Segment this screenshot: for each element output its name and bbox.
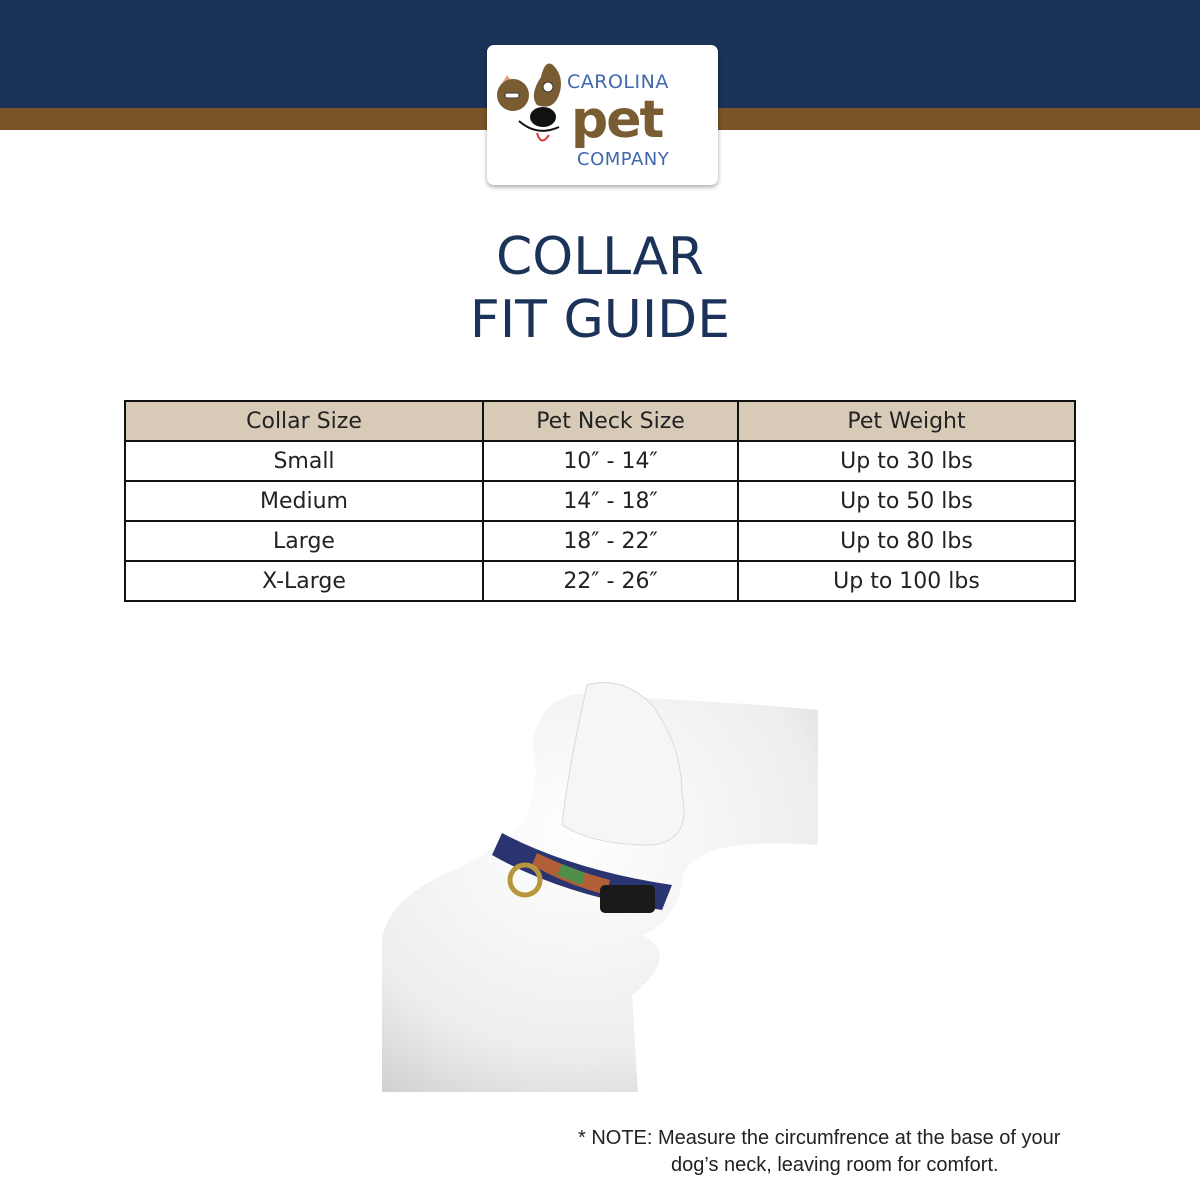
cell: Up to 30 lbs — [737, 440, 1076, 482]
table-row: Medium 14″ - 18″ Up to 50 lbs — [124, 480, 1076, 522]
logo-pet: pet — [571, 90, 664, 150]
header-neck-size: Pet Neck Size — [482, 400, 739, 442]
cell: Up to 80 lbs — [737, 520, 1076, 562]
table-row: X-Large 22″ - 26″ Up to 100 lbs — [124, 560, 1076, 602]
cell: Medium — [124, 480, 484, 522]
page-title-line2: FIT GUIDE — [469, 290, 731, 350]
logo-carolina: CAROLINA — [567, 71, 669, 93]
logo-company: COMPANY — [577, 149, 670, 170]
cell: Large — [124, 520, 484, 562]
cell: 10″ - 14″ — [482, 440, 739, 482]
note-line2: dog’s neck, leaving room for comfort. — [671, 1154, 999, 1176]
cell: X-Large — [124, 560, 484, 602]
cell: Up to 50 lbs — [737, 480, 1076, 522]
fit-note: * NOTE: Measure the circumfrence at the … — [578, 1125, 1188, 1179]
header-collar-size: Collar Size — [124, 400, 484, 442]
table-row: Large 18″ - 22″ Up to 80 lbs — [124, 520, 1076, 562]
cell: Small — [124, 440, 484, 482]
header-weight: Pet Weight — [737, 400, 1076, 442]
size-table: Collar Size Pet Neck Size Pet Weight Sma… — [124, 400, 1076, 602]
brand-logo: CAROLINA pet COMPANY — [487, 45, 718, 185]
cell: 22″ - 26″ — [482, 560, 739, 602]
table-header-row: Collar Size Pet Neck Size Pet Weight — [124, 400, 1076, 442]
dog-mannequin-image — [382, 682, 818, 1092]
table-row: Small 10″ - 14″ Up to 30 lbs — [124, 440, 1076, 482]
cell: 18″ - 22″ — [482, 520, 739, 562]
cell: Up to 100 lbs — [737, 560, 1076, 602]
page-title-line1: COLLAR — [495, 227, 705, 287]
cell: 14″ - 18″ — [482, 480, 739, 522]
dog-face-logo-icon — [497, 63, 561, 142]
note-line1: * NOTE: Measure the circumfrence at the … — [578, 1127, 1061, 1149]
